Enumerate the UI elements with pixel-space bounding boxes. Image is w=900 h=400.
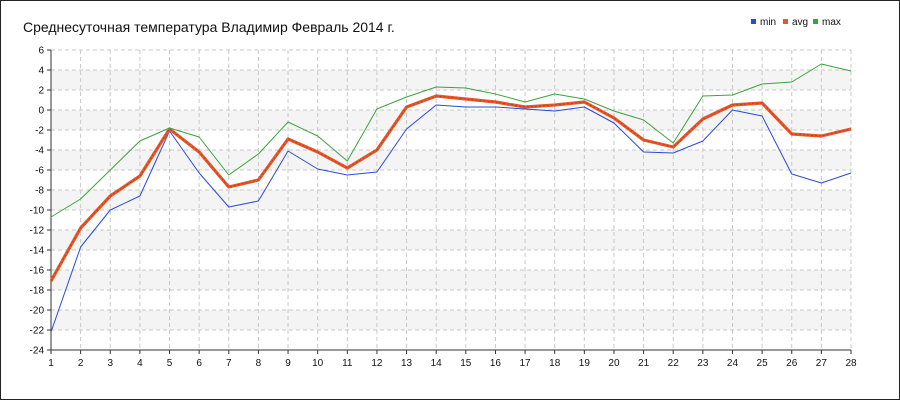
y-tick-label: -6: [35, 166, 44, 177]
plot-band: [51, 70, 851, 90]
series-line-min: [50, 104, 852, 333]
x-tick-label: 18: [549, 358, 561, 369]
x-tick-label: 3: [107, 358, 113, 369]
y-tick-label: -20: [30, 306, 45, 317]
x-tick-label: 4: [137, 358, 143, 369]
plot-band: [51, 150, 851, 170]
y-tick-label: -8: [35, 186, 44, 197]
plot-band: [51, 270, 851, 290]
y-tick-label: -12: [30, 226, 45, 237]
x-tick-label: 22: [668, 358, 680, 369]
plot-band: [51, 230, 851, 250]
chart-title: Среднесуточная температура Владимир Февр…: [23, 19, 395, 35]
legend-label-min: min: [760, 17, 776, 28]
y-tick-label: -4: [35, 146, 44, 157]
x-tick-label: 16: [490, 358, 502, 369]
x-tick-label: 20: [608, 358, 620, 369]
x-tick-label: 24: [727, 358, 739, 369]
plot-band: [51, 190, 851, 210]
x-tick-label: 15: [460, 358, 472, 369]
x-tick-label: 25: [757, 358, 769, 369]
y-tick-label: -16: [30, 266, 45, 277]
series-line-max: [50, 63, 852, 218]
x-tick-label: 10: [312, 358, 324, 369]
legend-marker-max: [813, 19, 818, 24]
x-tick-label: 2: [78, 358, 84, 369]
x-tick-label: 13: [401, 358, 413, 369]
x-tick-label: 5: [167, 358, 173, 369]
legend-marker-avg: [783, 19, 788, 24]
x-tick-label: 21: [638, 358, 650, 369]
y-tick-label: 2: [38, 86, 44, 97]
plot-band: [51, 310, 851, 330]
y-tick-label: -18: [30, 286, 45, 297]
series-line-avg: [49, 94, 852, 282]
x-tick-label: 11: [342, 358, 353, 369]
x-tick-label: 23: [697, 358, 709, 369]
plot-band: [51, 110, 851, 130]
x-tick-label: 14: [431, 358, 443, 369]
legend-marker-min: [751, 19, 756, 24]
x-tick-label: 17: [520, 358, 532, 369]
x-tick-label: 27: [816, 358, 828, 369]
x-tick-label: 7: [226, 358, 232, 369]
x-tick-label: 1: [48, 358, 54, 369]
y-tick-label: 6: [38, 46, 44, 57]
x-tick-label: 6: [196, 358, 202, 369]
x-tick-label: 12: [371, 358, 383, 369]
y-tick-label: 0: [38, 106, 44, 117]
x-tick-label: 28: [845, 358, 857, 369]
y-tick-label: -24: [30, 346, 45, 357]
x-tick-label: 8: [256, 358, 262, 369]
y-tick-label: -10: [30, 206, 45, 217]
x-tick-label: 26: [786, 358, 798, 369]
x-tick-label: 19: [579, 358, 591, 369]
y-tick-label: -14: [30, 246, 45, 257]
y-tick-label: 4: [38, 66, 44, 77]
y-tick-label: -22: [30, 326, 45, 337]
y-tick-label: -2: [35, 126, 44, 137]
legend-label-avg: avg: [792, 17, 808, 28]
x-tick-label: 9: [285, 358, 291, 369]
legend-label-max: max: [822, 17, 841, 28]
